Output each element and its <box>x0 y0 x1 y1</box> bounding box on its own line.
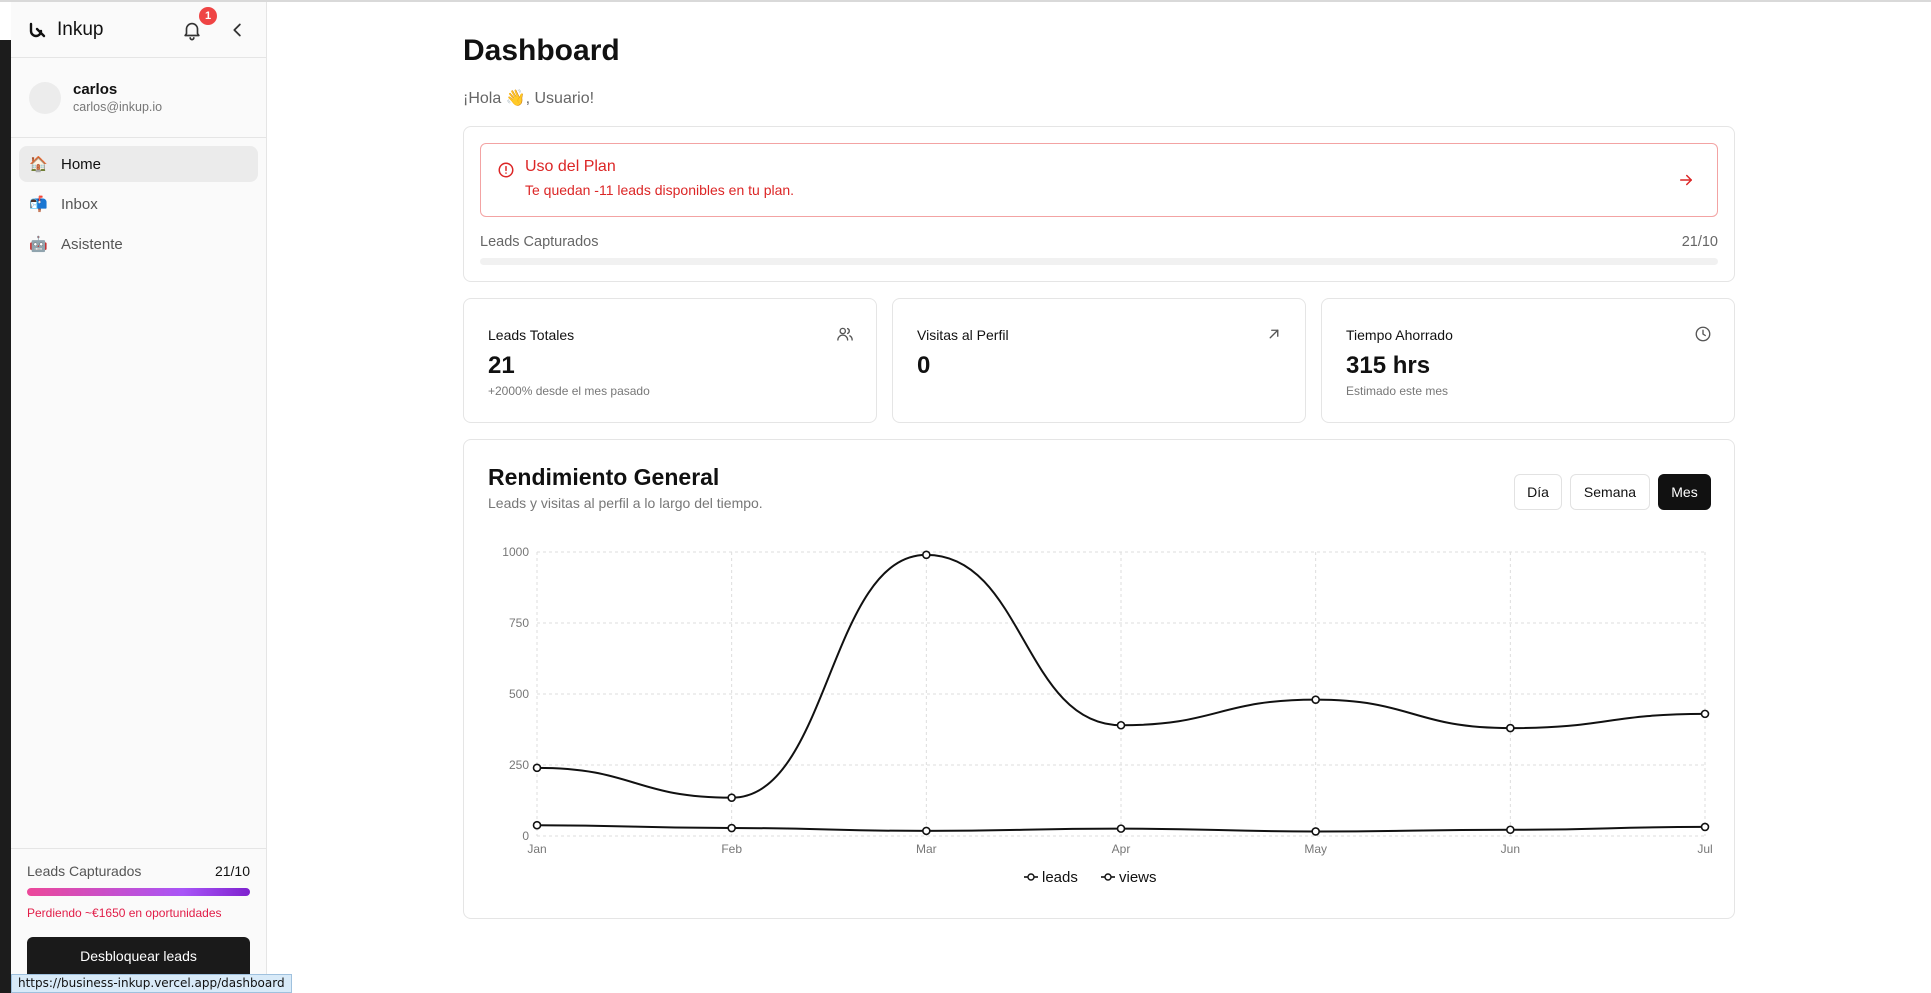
performance-chart-card: Rendimiento General Leads y visitas al p… <box>463 439 1735 919</box>
legend-marker-views <box>1104 873 1112 881</box>
alert-title: Uso del Plan <box>525 158 616 175</box>
stat-value: 0 <box>917 352 931 379</box>
stat-card-profile-visits: Visitas al Perfil 0 <box>892 298 1306 423</box>
data-point-views <box>922 826 931 836</box>
y-tick-label: 250 <box>509 758 529 772</box>
sidebar: Inkup 1 carlos carlos@inkup.io 🏠 Home 📬 … <box>11 2 267 993</box>
legend-label-leads: leads <box>1042 869 1078 886</box>
arrow-up-right-icon <box>1269 329 1279 339</box>
y-tick-label: 500 <box>509 687 529 701</box>
stat-subtext: +2000% desde el mes pasado <box>488 384 650 398</box>
x-tick-label: Apr <box>1112 842 1131 856</box>
sidebar-item-label: Home <box>61 155 102 173</box>
leads-captured-value: 21/10 <box>214 863 250 879</box>
stat-value: 21 <box>488 352 515 379</box>
data-point-views <box>1116 824 1126 833</box>
sidebar-footer: Leads Capturados 21/10 Perdiendo ~€1650 … <box>11 848 266 993</box>
data-point-leads <box>1311 695 1320 704</box>
data-point-leads <box>1506 723 1515 733</box>
status-url-tooltip: https://business-inkup.vercel.app/dashbo… <box>11 974 292 993</box>
data-point-views <box>532 820 542 830</box>
users-icon <box>837 327 853 341</box>
legend-marker-leads <box>1027 873 1035 881</box>
arrow-right-icon[interactable] <box>1677 171 1695 189</box>
data-point-leads <box>727 793 736 802</box>
plan-usage-card: Uso del Plan Te quedan -11 leads disponi… <box>463 126 1735 282</box>
data-point-leads <box>1116 720 1126 730</box>
x-tick-label: Feb <box>721 842 742 856</box>
stat-title: Visitas al Perfil <box>917 327 1009 343</box>
sidebar-header: Inkup 1 <box>11 2 266 58</box>
sidebar-item-home[interactable]: 🏠 Home <box>19 146 258 182</box>
x-tick-label: May <box>1304 842 1327 856</box>
user-name: carlos <box>73 81 118 98</box>
range-month-button[interactable]: Mes <box>1658 474 1711 510</box>
clock-icon <box>1695 326 1711 342</box>
house-icon: 🏠 <box>29 156 48 173</box>
legend-label-views: views <box>1119 869 1157 886</box>
bell-icon[interactable] <box>181 19 203 41</box>
data-point-views <box>727 823 736 833</box>
stat-card-leads: Leads Totales 21 +2000% desde el mes pas… <box>463 298 877 423</box>
series-line-leads <box>536 553 1706 799</box>
stat-card-time-saved: Tiempo Ahorrado 315 hrs Estimado este me… <box>1321 298 1735 423</box>
sidebar-nav: 🏠 Home 📬 Inbox 🤖 Asistente <box>11 138 266 274</box>
performance-line-chart: 0 250 500 750 1000 Jan Feb Mar Apr May Jun Jul leads… <box>502 545 1712 886</box>
chevron-left-icon[interactable] <box>227 19 249 41</box>
leads-captured-label: Leads Capturados <box>27 863 142 879</box>
window-edge <box>0 40 11 993</box>
y-tick-label: 0 <box>522 829 529 843</box>
chart-subtitle: Leads y visitas al perfil a lo largo del… <box>488 495 763 511</box>
sidebar-item-inbox[interactable]: 📬 Inbox <box>19 186 258 222</box>
stat-title: Tiempo Ahorrado <box>1346 327 1453 343</box>
data-point-leads <box>922 550 931 560</box>
range-day-button[interactable]: Día <box>1514 474 1562 510</box>
user-profile[interactable]: carlos carlos@inkup.io <box>11 58 266 138</box>
x-tick-label: Jul <box>1697 842 1712 856</box>
alert-circle-icon <box>498 162 514 178</box>
plan-usage-alert[interactable]: Uso del Plan Te quedan -11 leads disponi… <box>480 143 1718 217</box>
stat-title: Leads Totales <box>488 327 575 343</box>
lost-opportunities-warning: Perdiendo ~€1650 en oportunidades <box>27 906 222 920</box>
x-tick-label: Jan <box>527 842 546 856</box>
plan-leads-label: Leads Capturados <box>480 234 599 250</box>
plan-leads-value: 21/10 <box>1681 234 1718 250</box>
y-tick-label: 750 <box>509 616 529 630</box>
data-point-views <box>1311 827 1320 836</box>
alert-description: Te quedan -11 leads disponibles en tu pl… <box>525 182 795 198</box>
top-border <box>0 0 1931 2</box>
sidebar-item-asistente[interactable]: 🤖 Asistente <box>19 226 258 262</box>
stat-subtext: Estimado este mes <box>1346 384 1449 398</box>
chart-title: Rendimiento General <box>488 464 720 490</box>
mailbox-icon: 📬 <box>29 196 48 213</box>
user-email: carlos@inkup.io <box>73 100 163 114</box>
x-tick-label: Jun <box>1501 842 1520 856</box>
sidebar-item-label: Asistente <box>61 235 123 253</box>
data-point-views <box>1700 822 1710 832</box>
plan-progress-track <box>480 258 1718 265</box>
inkup-logo-icon <box>29 22 46 37</box>
data-point-views <box>1506 825 1515 835</box>
greeting: ¡Hola 👋, Usuario! <box>463 90 595 107</box>
notification-badge: 1 <box>199 7 217 25</box>
brand-name: Inkup <box>57 18 104 40</box>
data-point-leads <box>1700 709 1710 719</box>
robot-icon: 🤖 <box>29 236 48 253</box>
data-point-leads <box>532 763 542 773</box>
sidebar-item-label: Inbox <box>61 195 98 213</box>
range-week-button[interactable]: Semana <box>1570 474 1650 510</box>
avatar <box>29 81 61 114</box>
stat-value: 315 hrs <box>1346 352 1431 379</box>
y-tick-label: 1000 <box>502 545 529 559</box>
page-title: Dashboard <box>463 34 620 67</box>
leads-progress-bar <box>27 888 250 896</box>
x-tick-label: Mar <box>916 842 937 856</box>
unlock-leads-button[interactable]: Desbloquear leads <box>27 937 250 981</box>
